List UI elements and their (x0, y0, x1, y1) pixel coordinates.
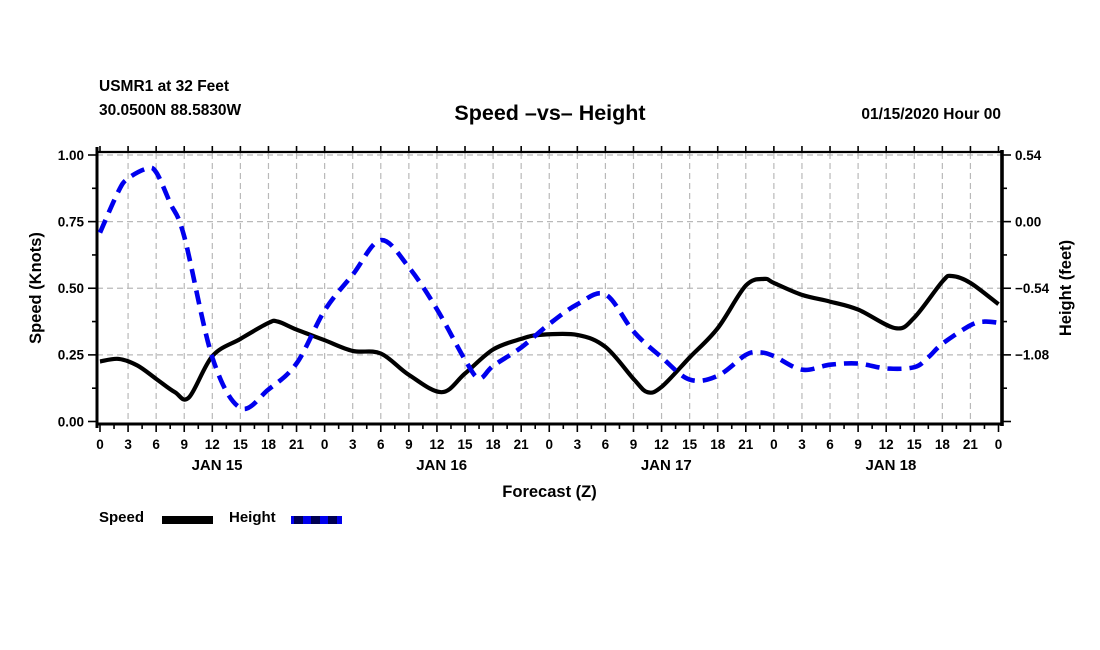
left-tick-label: 1.00 (58, 148, 84, 163)
day-label: JAN 18 (865, 457, 916, 474)
hour-tick-label: 6 (826, 437, 834, 452)
station-coordinates: 30.0500N 88.5830W (99, 102, 242, 119)
hour-tick-label: 0 (770, 437, 778, 452)
hour-tick-label: 3 (798, 437, 806, 452)
hour-tick-label: 0 (995, 437, 1003, 452)
axis-titles: Forecast (Z) Speed (Knots) Height (feet) (27, 232, 1075, 501)
day-label: JAN 16 (416, 457, 467, 474)
tick-marks (88, 146, 1011, 432)
left-tick-label: 0.25 (58, 348, 85, 363)
left-tick-label: 0.75 (58, 214, 85, 229)
hour-tick-label: 9 (854, 437, 862, 452)
day-label: JAN 17 (641, 457, 692, 474)
hour-tick-label: 9 (180, 437, 188, 452)
speed-curve (99, 273, 1000, 402)
hour-tick-label: 18 (486, 437, 502, 452)
station-id-elevation: USMR1 at 32 Feet (99, 78, 230, 95)
right-tick-label: 0.00 (1015, 214, 1041, 229)
hour-tick-label: 18 (710, 437, 726, 452)
hour-tick-label: 21 (289, 437, 305, 452)
hour-tick-label: 12 (429, 437, 444, 452)
hour-tick-label: 6 (152, 437, 160, 452)
x-tick-labels: 0 3 6 9 12 15 18 21 JAN 15 0 3 6 9 12 15 18 21 JAN 16 0 3 6 9… (96, 437, 1002, 474)
hour-tick-label: 12 (654, 437, 669, 452)
chart-title: Speed –vs– Height (454, 101, 646, 125)
left-axis-title: Speed (Knots) (27, 232, 45, 344)
hour-tick-label: 6 (602, 437, 610, 452)
hour-tick-label: 3 (124, 437, 132, 452)
hour-tick-label: 15 (907, 437, 923, 452)
left-tick-label: 0.00 (58, 414, 84, 429)
legend-label-speed: Speed (99, 509, 145, 526)
height-curve (97, 165, 999, 412)
hour-tick-label: 15 (233, 437, 249, 452)
right-tick-label: −0.54 (1015, 281, 1050, 296)
y-tick-labels-right: −1.08 −0.54 0.00 0.54 (1015, 148, 1050, 363)
hour-tick-label: 9 (405, 437, 413, 452)
hour-tick-label: 3 (349, 437, 357, 452)
hour-tick-label: 21 (514, 437, 530, 452)
hour-tick-label: 6 (377, 437, 385, 452)
right-tick-label: 0.54 (1015, 148, 1042, 163)
hour-tick-label: 3 (574, 437, 582, 452)
y-tick-labels-left: 0.00 0.25 0.50 0.75 1.00 (58, 148, 85, 429)
hour-tick-label: 9 (630, 437, 638, 452)
legend-label-height: Height (229, 509, 276, 526)
legend-swatch-height-line (291, 516, 342, 524)
forecast-start-datetime: 01/15/2020 Hour 00 (861, 106, 1001, 123)
station-header: USMR1 at 32 Feet 30.0500N 88.5830W (99, 75, 241, 123)
day-label: JAN 15 (192, 457, 243, 474)
data-curves (97, 165, 1000, 412)
x-axis-title: Forecast (Z) (502, 483, 596, 501)
hour-tick-label: 18 (935, 437, 951, 452)
right-tick-label: −1.08 (1015, 348, 1050, 363)
left-tick-label: 0.50 (58, 281, 84, 296)
hour-tick-label: 21 (738, 437, 754, 452)
hour-tick-label: 15 (682, 437, 698, 452)
legend-swatch-speed-line (162, 516, 213, 524)
hour-tick-label: 18 (261, 437, 277, 452)
hour-tick-label: 0 (321, 437, 329, 452)
hour-tick-label: 0 (96, 437, 104, 452)
right-axis-title: Height (feet) (1057, 240, 1075, 336)
hour-tick-label: 21 (963, 437, 979, 452)
grid-lines (97, 153, 1002, 423)
hour-tick-label: 15 (458, 437, 474, 452)
hour-tick-label: 12 (205, 437, 220, 452)
hour-tick-label: 0 (545, 437, 553, 452)
hour-tick-label: 12 (879, 437, 894, 452)
